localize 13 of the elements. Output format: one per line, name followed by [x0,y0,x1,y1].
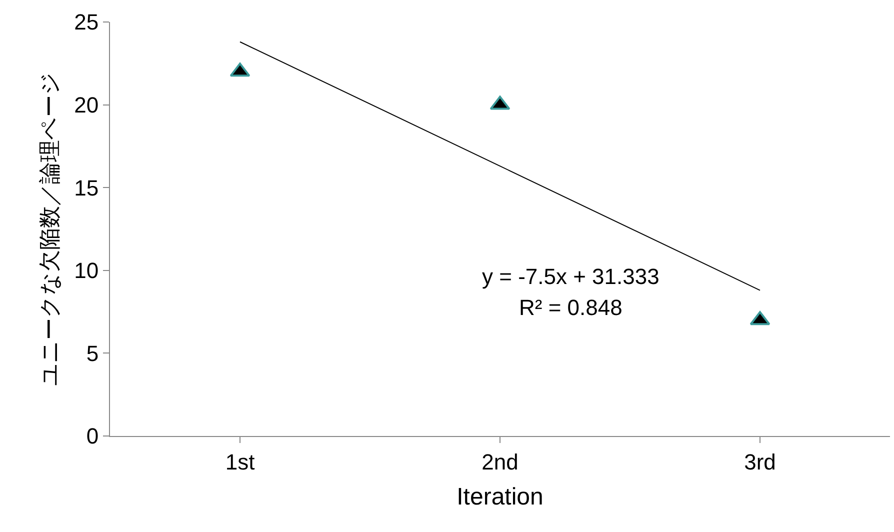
x-tick-label: 1st [225,449,255,474]
y-tick-label: 20 [74,92,99,118]
y-tick-label: 5 [86,340,99,366]
y-axis-title: ユニークな欠陥数／論理ページ [38,72,63,386]
y-tick-label: 10 [74,258,99,284]
x-tick-label: 3rd [744,449,776,474]
annotation: y = -7.5x + 31.333 [482,264,660,289]
y-tick-label: 25 [74,10,99,35]
x-tick-label: 2nd [482,449,518,474]
annotation: R² = 0.848 [519,295,622,320]
x-axis-title: Iteration [456,484,544,511]
y-tick-label: 0 [86,424,99,449]
y-tick-label: 15 [74,175,99,200]
